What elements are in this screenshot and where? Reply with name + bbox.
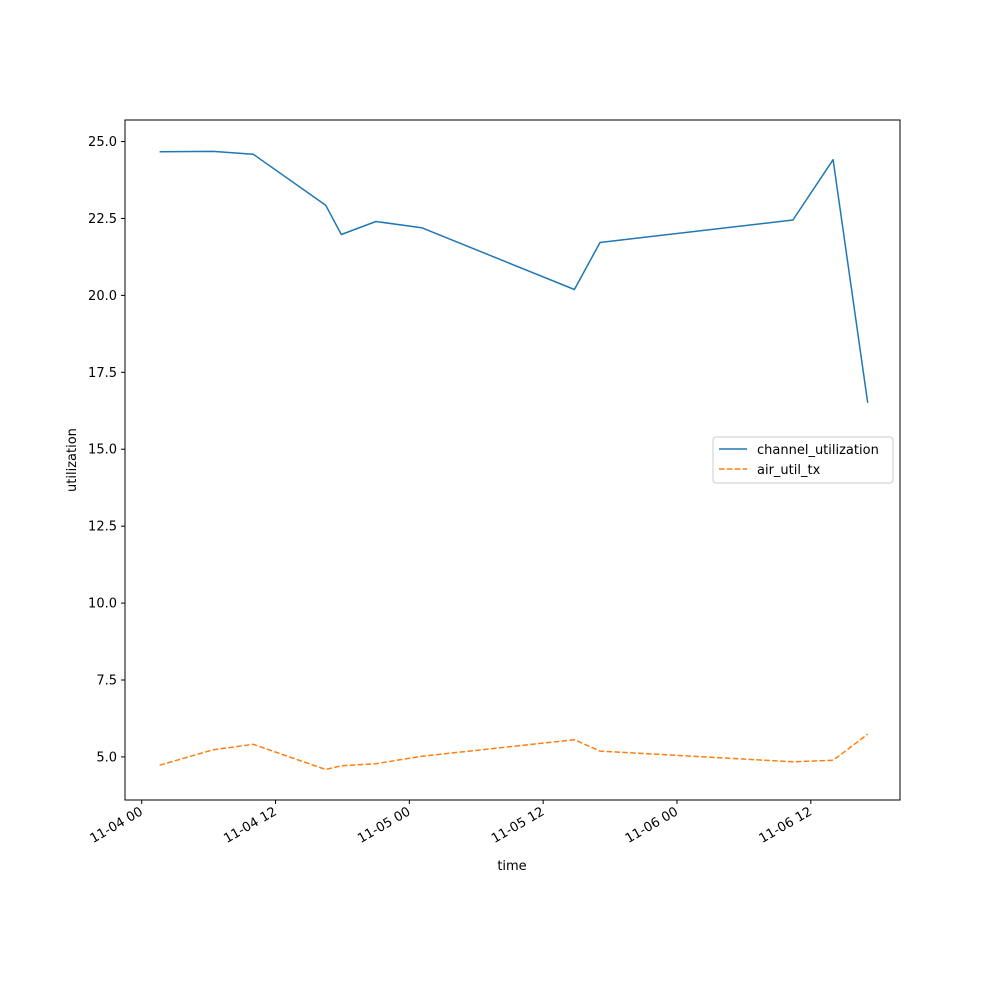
- y-tick-label: 12.5: [88, 520, 117, 535]
- y-axis-label: utilization: [65, 428, 80, 492]
- y-tick-label: 10.0: [88, 597, 117, 612]
- series-line-air-util-tx: [159, 733, 869, 771]
- y-tick-label: 20.0: [88, 289, 117, 304]
- y-tick-label: 7.5: [96, 674, 117, 689]
- x-axis-label: time: [497, 859, 526, 874]
- legend-box: [712, 436, 894, 484]
- legend: channel_utilization air_util_tx: [712, 436, 894, 484]
- legend-label-channel-utilization: channel_utilization: [757, 443, 879, 458]
- y-tick-label: 17.5: [88, 366, 117, 381]
- plot-area: [159, 150, 869, 771]
- y-tick-label: 22.5: [88, 212, 117, 227]
- legend-label-air-util-tx: air_util_tx: [757, 463, 821, 478]
- y-tick-label: 15.0: [88, 443, 117, 458]
- plot-frame: [124, 119, 901, 801]
- y-tick-label: 25.0: [88, 135, 117, 150]
- series-line-channel-utilization: [159, 150, 869, 403]
- y-tick-label: 5.0: [96, 750, 117, 765]
